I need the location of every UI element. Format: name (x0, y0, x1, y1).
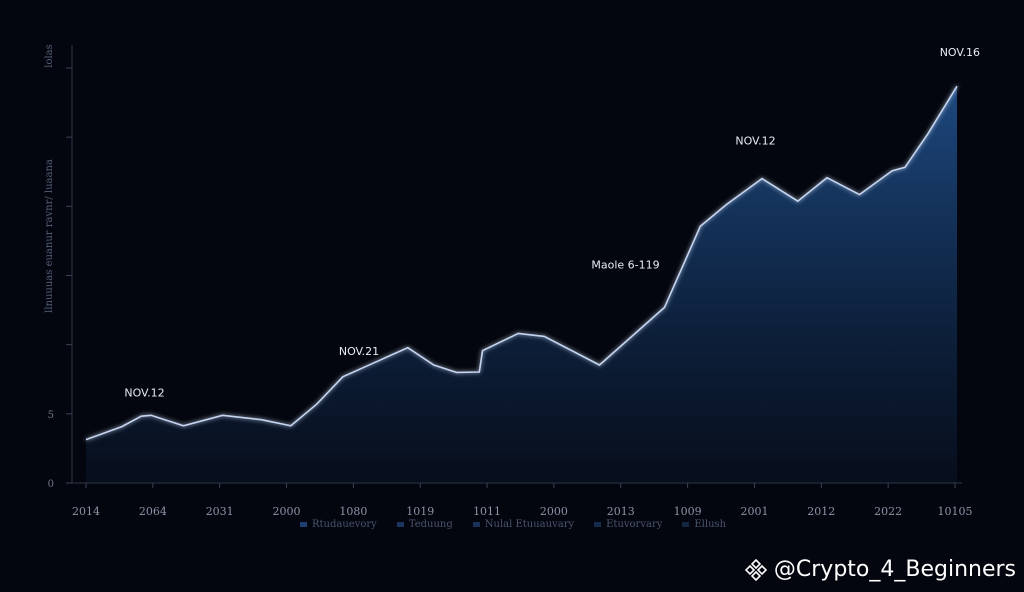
legend-swatch (300, 522, 307, 527)
legend-label: Teduung (408, 519, 453, 530)
x-tick-label: 1009 (674, 505, 702, 518)
annotation-label: NOV.12 (124, 386, 164, 399)
legend-swatch (396, 522, 404, 527)
line-group (85, 85, 958, 441)
watermark-handle: @Crypto_4_Beginners (773, 557, 1016, 582)
legend-swatch (594, 522, 602, 527)
x-tick-label: 2012 (807, 505, 835, 518)
x-tick-label: 2000 (273, 505, 301, 518)
x-tick-label: 2064 (139, 505, 167, 518)
annotation-label: NOV.16 (940, 46, 980, 59)
y-tick-label: 5 (48, 410, 54, 421)
series-line (85, 85, 958, 441)
x-tick-label: 2013 (607, 505, 635, 518)
annotation-label: NOV.21 (339, 345, 379, 358)
x-tick-label: 2000 (540, 505, 568, 518)
annotation-label: NOV.12 (735, 135, 775, 148)
x-tick-label: 2031 (206, 505, 234, 518)
binance-logo-icon (744, 558, 768, 581)
y-ticks: 05 (48, 67, 72, 490)
y-axis: llnuuuas euanur ravnr/ luaana lolas (44, 44, 73, 483)
x-tick-label: 1080 (339, 505, 367, 518)
legend-swatch (682, 522, 690, 527)
legend-item: Teduung (396, 519, 453, 530)
legend-label: Etuvorvary (606, 519, 663, 530)
legend-label: Nulal Etuuauvary (484, 519, 575, 530)
legend-item: Nulal Etuuauvary (472, 519, 575, 530)
x-tick-label: 10105 (938, 505, 973, 518)
legend-label: Rtudauevory (312, 519, 377, 530)
x-tick-label: 2014 (72, 505, 100, 518)
legend: Rtudauevory Teduung Nulal Etuuauvary Etuvor… (300, 519, 726, 530)
series-area (86, 86, 957, 483)
legend-item: Ellush (682, 519, 726, 530)
y-tick-label: 0 (48, 479, 54, 490)
x-tick-label: 2001 (740, 505, 768, 518)
annotation-label: Maole 6-119 (591, 258, 659, 271)
x-ticks: 2014 2064 2031 2000 1080 1019 1011 2000 2013 1009… (72, 483, 973, 518)
legend-swatch (472, 522, 480, 527)
y-axis-top-label: lolas (44, 44, 55, 68)
y-axis-title: llnuuuas euanur ravnr/ luaana (44, 159, 55, 313)
x-tick-label: 2022 (874, 505, 902, 518)
area-fill-group (86, 86, 957, 483)
x-tick-label: 1011 (473, 505, 501, 518)
watermark: @Crypto_4_Beginners (744, 557, 1016, 582)
legend-label: Ellush (694, 519, 727, 530)
legend-item: Rtudauevory (300, 519, 377, 530)
legend-item: Etuvorvary (594, 519, 662, 530)
x-tick-label: 1019 (406, 505, 434, 518)
annotations: NOV.12 NOV.21 Maole 6-119 NOV.12 NOV.16 (124, 46, 980, 399)
